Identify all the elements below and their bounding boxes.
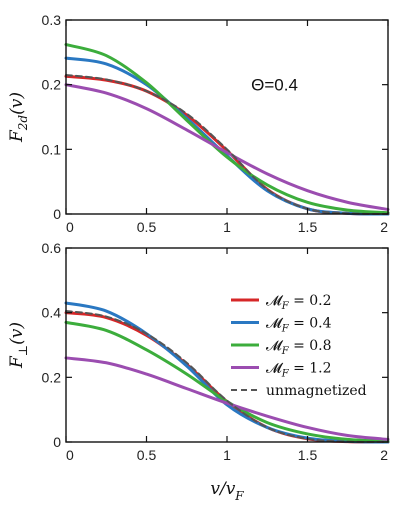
theta-annotation: Θ=0.4 (251, 76, 298, 95)
x-tick-label: 0.5 (137, 447, 157, 463)
x-axis-label: v/vF (210, 479, 244, 503)
chart-panel-1: 0 0.5 1 1.5 2 0 0.1 0.2 0.3 F2d(v) Θ=0.4 (7, 12, 390, 235)
x-tick-label: 2 (380, 447, 388, 463)
plot-frame (65, 247, 389, 443)
x-tick-label: 2 (380, 219, 388, 235)
x-tick-label: 0 (66, 447, 74, 463)
x-tick-label: 1.5 (298, 219, 318, 235)
plot-frame (65, 19, 389, 215)
series-line-unmag (65, 310, 389, 444)
legend-label-unmag: unmagnetized (266, 383, 367, 399)
y-tick-label: 0 (53, 434, 61, 450)
legend-label-mf12: 𝓜F = 1.2 (266, 361, 332, 380)
legend-label-mf02: 𝓜F = 0.2 (266, 293, 332, 312)
y-axis-label: F2d(v) (7, 92, 30, 143)
y-axis-label: F⊥(v) (7, 322, 30, 369)
x-tick-label: 1 (223, 447, 231, 463)
series-line-mf08 (64, 320, 390, 443)
series-line-mf08 (64, 43, 390, 215)
x-tick-label: 1 (223, 219, 231, 235)
series-line-mf12 (64, 356, 390, 441)
x-tick-label: 0.5 (137, 219, 157, 235)
legend: 𝓜F = 0.2 𝓜F = 0.4 𝓜F = 0.8 𝓜F = 1.2 unmagnet… (231, 293, 367, 399)
x-tick-label: 1.5 (298, 447, 318, 463)
y-tick-label: 0.2 (42, 369, 62, 385)
y-tick-label: 0.2 (42, 77, 62, 93)
y-tick-label: 0.6 (42, 240, 62, 256)
y-tick-label: 0.4 (42, 305, 62, 321)
series-line-mf04 (64, 301, 390, 444)
series-line-unmag (65, 73, 389, 215)
y-tick-label: 0.3 (42, 12, 62, 28)
y-tick-label: 0 (53, 206, 61, 222)
series-line-mf12 (64, 83, 390, 211)
y-tick-label: 0.1 (42, 141, 62, 157)
legend-label-mf08: 𝓜F = 0.8 (266, 338, 332, 357)
x-tick-label: 0 (66, 219, 74, 235)
legend-label-mf04: 𝓜F = 0.4 (266, 316, 332, 335)
